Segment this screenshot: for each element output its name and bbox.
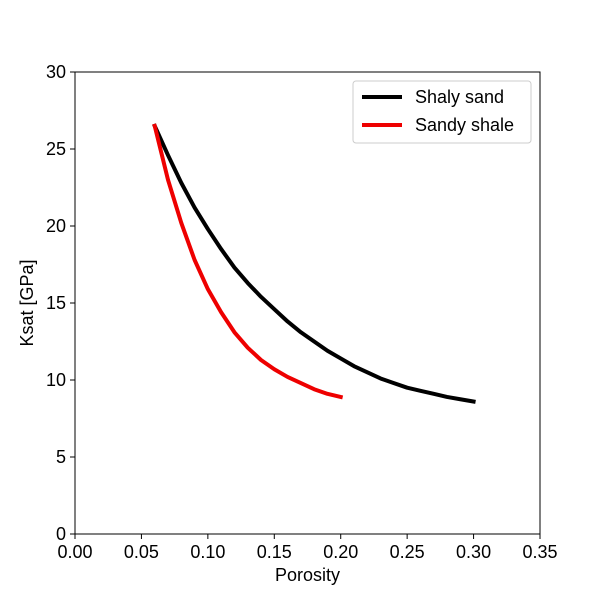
- x-tick-label: 0.25: [390, 542, 425, 562]
- y-axis: 0 5 10 15 20 25 30: [46, 62, 75, 544]
- y-tick-label: 10: [46, 370, 66, 390]
- x-tick-label: 0.10: [190, 542, 225, 562]
- y-axis-label: Ksat [GPa]: [17, 259, 37, 346]
- y-tick-label: 20: [46, 216, 66, 236]
- x-tick-label: 0.35: [522, 542, 557, 562]
- y-tick-label: 30: [46, 62, 66, 82]
- y-tick-label: 5: [56, 447, 66, 467]
- x-tick-label: 0.30: [456, 542, 491, 562]
- legend-label: Shaly sand: [415, 87, 504, 107]
- curves-layer: [152, 123, 476, 404]
- legend: Shaly sand Sandy shale: [352, 80, 532, 144]
- series-line-shaly-sand: [152, 123, 476, 404]
- legend-label: Sandy shale: [415, 115, 514, 135]
- x-tick-label: 0.00: [57, 542, 92, 562]
- series-line-sandy-shale: [152, 123, 344, 400]
- x-axis-label: Porosity: [275, 565, 340, 585]
- y-tick-label: 15: [46, 293, 66, 313]
- y-tick-label: 25: [46, 139, 66, 159]
- x-axis: 0.00 0.05 0.10 0.15 0.20 0.25 0.30 0.35: [57, 534, 558, 562]
- x-tick-label: 0.15: [257, 542, 292, 562]
- y-tick-label: 0: [56, 524, 66, 544]
- x-tick-label: 0.20: [323, 542, 358, 562]
- x-tick-label: 0.05: [124, 542, 159, 562]
